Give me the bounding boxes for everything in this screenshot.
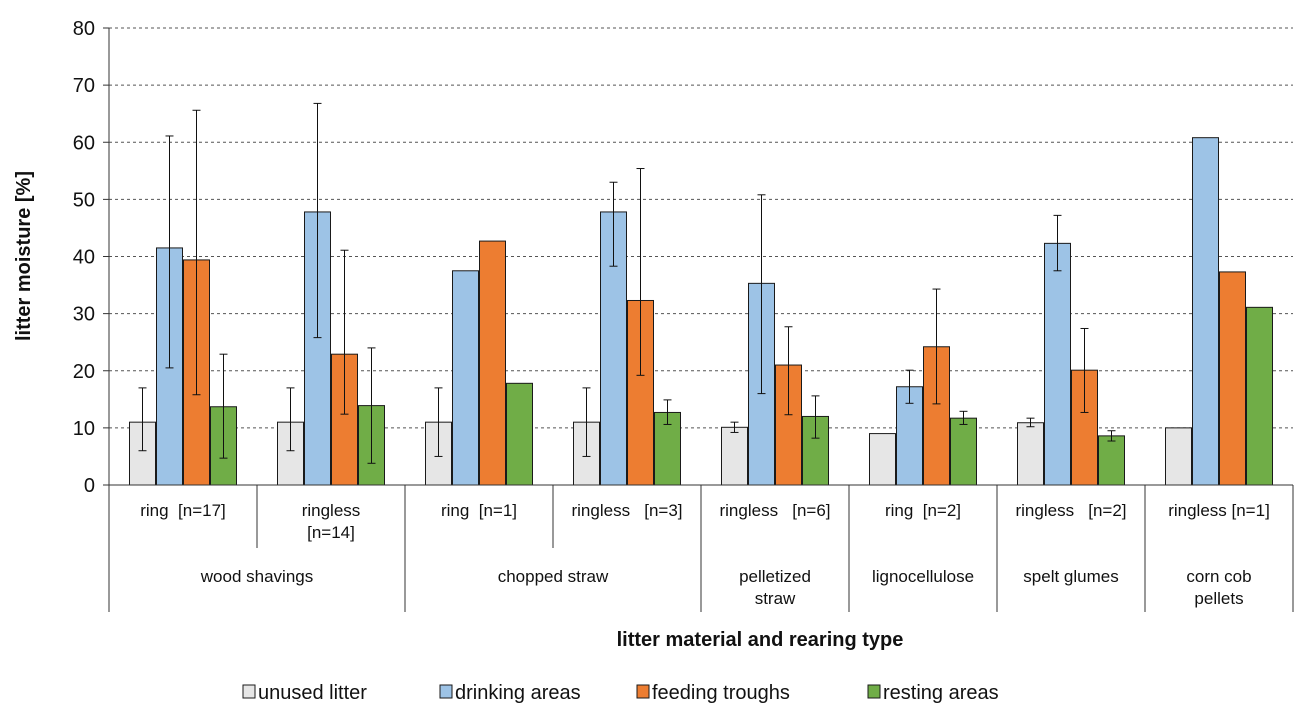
- legend-label: unused litter: [258, 682, 367, 704]
- y-tick-label: 0: [84, 475, 95, 497]
- category-label: ring [n=17]: [140, 501, 226, 520]
- group-label: spelt glumes: [1023, 567, 1118, 586]
- group-label: chopped straw: [498, 567, 609, 586]
- error-bar: [165, 135, 174, 369]
- error-bar: [784, 326, 793, 416]
- bar-drinking-areas: [1044, 242, 1071, 486]
- error-bar: [1026, 417, 1035, 428]
- legend-label: resting areas: [883, 682, 999, 704]
- bar-resting-areas: [950, 417, 977, 486]
- error-bar: [313, 102, 322, 339]
- bar-unused-litter: [721, 426, 748, 486]
- error-bar: [757, 194, 766, 395]
- group-label: lignocellulose: [872, 567, 974, 586]
- legend-swatch: [439, 684, 453, 699]
- y-tick-label: 50: [73, 189, 95, 211]
- bar-unused-litter: [1017, 422, 1044, 486]
- error-bar: [609, 181, 618, 267]
- error-bar: [811, 395, 820, 439]
- legend-label: drinking areas: [455, 682, 581, 704]
- error-bar: [730, 421, 739, 433]
- bar-resting-areas: [1246, 306, 1273, 486]
- error-bar: [434, 387, 443, 457]
- bar-feeding-troughs: [479, 240, 506, 486]
- category-label: ring [n=2]: [885, 501, 961, 520]
- y-tick-label: 20: [73, 361, 95, 383]
- error-bar: [138, 387, 147, 452]
- category-label: ring [n=1]: [441, 501, 517, 520]
- error-bar: [1053, 214, 1062, 272]
- y-tick-label: 10: [73, 418, 95, 440]
- category-label: ringless [n=1]: [1168, 501, 1270, 520]
- category-label: ringless [n=6]: [719, 501, 830, 520]
- category-label: ringless [n=14]: [302, 501, 361, 542]
- y-tick-label: 30: [73, 304, 95, 326]
- legend-label: feeding troughs: [652, 682, 790, 704]
- group-label: wood shavings: [200, 567, 313, 586]
- group-label: corn cob pellets: [1186, 567, 1251, 608]
- y-tick-label: 70: [73, 75, 95, 97]
- bar-feeding-troughs: [1219, 271, 1246, 486]
- legend-swatch: [636, 684, 650, 699]
- bars: [129, 137, 1273, 486]
- error-bar: [932, 288, 941, 405]
- grid-lines: [109, 27, 1293, 429]
- y-axis-ticks: 0 10 20 30 40 50 60 70 80: [73, 18, 109, 497]
- legend-item: drinking areas: [439, 682, 581, 704]
- group-labels: wood shavings chopped straw pelletized stra…: [200, 567, 1252, 608]
- error-bars: [138, 102, 1116, 464]
- bar-resting-areas: [506, 382, 533, 486]
- error-bar: [340, 249, 349, 415]
- legend-item: unused litter: [242, 682, 367, 704]
- category-label: ringless [n=3]: [571, 501, 682, 520]
- error-bar: [1107, 430, 1116, 442]
- error-bar: [905, 369, 914, 404]
- error-bar: [636, 168, 645, 376]
- bar-drinking-areas: [452, 270, 479, 486]
- error-bar: [1080, 327, 1089, 413]
- legend-swatch: [867, 684, 881, 699]
- legend-item: resting areas: [867, 682, 999, 704]
- error-bar: [663, 399, 672, 425]
- bar-unused-litter: [869, 433, 896, 486]
- error-bar: [959, 410, 968, 425]
- bar-unused-litter: [1165, 427, 1192, 486]
- error-bar: [286, 387, 295, 452]
- y-tick-label: 40: [73, 247, 95, 269]
- error-bar: [367, 347, 376, 464]
- error-bar: [582, 387, 591, 457]
- category-label: ringless [n=2]: [1015, 501, 1126, 520]
- y-tick-label: 60: [73, 132, 95, 154]
- legend-swatch: [242, 684, 256, 699]
- group-label: pelletized straw: [739, 567, 811, 608]
- error-bar: [192, 109, 201, 396]
- bar-drinking-areas: [1192, 137, 1219, 486]
- legend-item: feeding troughs: [636, 682, 790, 704]
- y-tick-label: 80: [73, 18, 95, 40]
- category-labels: ring [n=17] ringless [n=14] ring [n=1] ringl…: [140, 501, 1270, 542]
- axes: [108, 28, 1294, 612]
- bar-resting-areas: [1098, 435, 1125, 486]
- legend: unused litter drinking areas feeding troug…: [242, 682, 999, 704]
- error-bar: [219, 353, 228, 459]
- x-axis-title: litter material and rearing type: [617, 629, 904, 651]
- y-axis-title: litter moisture [%]: [13, 171, 35, 341]
